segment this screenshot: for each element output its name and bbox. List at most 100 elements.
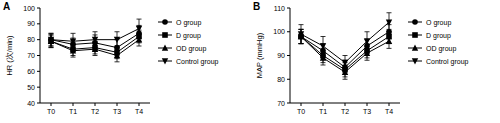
series-line	[301, 37, 389, 73]
x-tick	[73, 103, 74, 106]
error-cap	[365, 31, 370, 32]
marker	[386, 19, 392, 25]
error-cap	[49, 46, 54, 47]
y-tick-label: 110	[274, 5, 285, 12]
error-cap	[299, 43, 304, 44]
y-tick	[37, 39, 40, 40]
y-tick	[37, 55, 40, 56]
legend-label: Control group	[176, 58, 219, 66]
legend-marker	[412, 32, 418, 38]
y-tick-label: 80	[277, 76, 285, 83]
legend: O groupD groupOD groupControl group	[408, 19, 469, 66]
y-tick-label: 100	[23, 5, 35, 12]
y-tick	[37, 87, 40, 88]
y-tick-label: 90	[27, 20, 35, 27]
error-bar	[115, 49, 120, 62]
x-tick	[51, 103, 52, 106]
legend-label: Control group	[426, 58, 469, 66]
error-bar	[387, 34, 392, 48]
panel-title: A	[3, 1, 10, 12]
x-tick-label: T4	[135, 108, 143, 115]
y-tick	[37, 23, 40, 24]
y-tick-label: 100	[273, 28, 285, 35]
marker	[364, 38, 370, 44]
error-cap	[49, 33, 54, 34]
x-tick-label: T4	[385, 108, 393, 115]
y-tick	[37, 8, 40, 9]
error-cap	[321, 36, 326, 37]
marker	[320, 43, 326, 49]
error-cap	[115, 31, 120, 32]
y-tick	[287, 8, 290, 9]
marker	[386, 38, 392, 44]
legend-marker	[162, 19, 168, 25]
error-cap	[299, 43, 304, 44]
error-bar	[137, 19, 142, 38]
marker	[364, 50, 370, 56]
marker	[114, 52, 120, 58]
panel-title: B	[253, 1, 260, 12]
x-tick-label: T1	[69, 108, 77, 115]
legend-label: OD group	[426, 45, 456, 53]
error-cap	[299, 43, 304, 44]
x-tick-label: T0	[297, 108, 305, 115]
error-cap	[387, 12, 392, 13]
figure: AHR (次/min)405060708090100T0T1T2T3T4O gr…	[0, 0, 500, 123]
y-tick	[37, 71, 40, 72]
marker	[48, 37, 54, 43]
marker	[342, 60, 348, 66]
panel: AHR (次/min)405060708090100T0T1T2T3T4O gr…	[3, 1, 219, 115]
legend-label: D group	[426, 32, 451, 40]
y-tick-label: 90	[277, 52, 285, 59]
error-cap	[137, 19, 142, 20]
y-tick	[287, 79, 290, 80]
x-tick	[139, 103, 140, 106]
error-cap	[365, 50, 370, 51]
error-cap	[343, 69, 348, 70]
error-cap	[93, 55, 98, 56]
legend-marker	[412, 45, 418, 51]
marker	[342, 69, 348, 75]
error-cap	[71, 49, 76, 50]
error-cap	[49, 46, 54, 47]
error-cap	[365, 60, 370, 61]
error-bar	[93, 32, 98, 48]
error-cap	[343, 55, 348, 56]
error-bar	[299, 25, 304, 44]
legend-label: D group	[176, 32, 201, 40]
error-bar	[49, 33, 54, 46]
error-bar	[115, 46, 120, 59]
marker	[298, 31, 304, 37]
error-cap	[387, 31, 392, 32]
x-tick-label: T2	[91, 108, 99, 115]
plot-area	[298, 13, 392, 80]
legend-marker	[162, 45, 168, 51]
x-tick	[301, 103, 302, 106]
x-tick-label: T3	[113, 108, 121, 115]
marker	[70, 38, 76, 44]
x-tick	[389, 103, 390, 106]
marker	[114, 37, 120, 43]
y-tick	[287, 103, 290, 104]
x-tick	[95, 103, 96, 106]
error-cap	[387, 34, 392, 35]
error-cap	[137, 38, 142, 39]
error-cap	[137, 46, 142, 47]
error-cap	[299, 43, 304, 44]
error-cap	[321, 65, 326, 66]
legend-marker	[412, 19, 418, 25]
x-tick	[117, 103, 118, 106]
error-cap	[299, 24, 304, 25]
error-cap	[93, 31, 98, 32]
y-tick-label: 70	[277, 100, 285, 107]
marker	[320, 54, 326, 60]
error-bar	[71, 33, 76, 49]
legend: O groupD groupOD groupControl group	[158, 19, 219, 66]
plot-area	[48, 19, 142, 62]
legend-marker	[162, 32, 168, 38]
y-axis-label: MAP (mmHg)	[255, 32, 264, 78]
error-bar	[115, 32, 120, 48]
error-cap	[343, 79, 348, 80]
legend-marker	[162, 58, 168, 64]
error-bar	[71, 38, 76, 51]
